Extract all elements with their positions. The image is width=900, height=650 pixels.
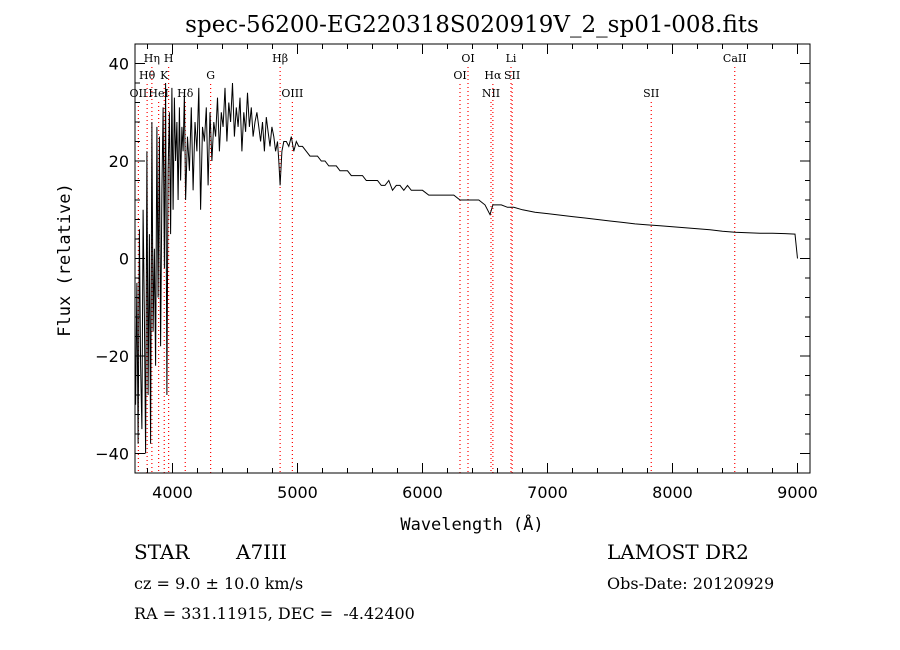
line-label: HeI: [148, 87, 168, 100]
redshift-value: cz = 9.0 ± 10.0 km/s: [134, 574, 304, 593]
axis-ticks: [135, 44, 810, 473]
line-label: K: [160, 69, 169, 82]
x-tick-label: 6000: [402, 483, 443, 502]
line-label: OI: [453, 69, 466, 82]
chart-title: spec-56200-EG220318S020919V_2_sp01-008.f…: [185, 12, 759, 38]
emission-line-labels: OII Hθ Hη HeI KH Hδ G Hβ OIII OI OI NII Hα Li SII SII Ca…: [130, 52, 747, 100]
observation-date: Obs-Date: 20120929: [607, 574, 775, 593]
x-tick-labels: 4000 5000 6000 7000 8000 9000: [152, 483, 818, 502]
x-tick-label: 7000: [527, 483, 568, 502]
object-class: STAR: [134, 540, 190, 564]
y-tick-label: 0: [119, 250, 129, 269]
sky-coordinates: RA = 331.11915, DEC = -4.42400: [134, 604, 415, 623]
y-tick-label: −20: [95, 347, 129, 366]
line-label: OI: [461, 52, 474, 65]
survey-name: LAMOST DR2: [607, 540, 749, 564]
x-tick-label: 5000: [277, 483, 318, 502]
line-label: Hη: [144, 52, 160, 65]
line-label: NII: [482, 87, 500, 100]
y-tick-label: 20: [109, 152, 129, 171]
spectral-subclass: A7III: [236, 540, 287, 564]
line-label: Hα: [484, 69, 502, 82]
x-tick-label: 8000: [652, 483, 693, 502]
line-label: Li: [506, 52, 517, 65]
line-label: Hθ: [139, 69, 156, 82]
x-axis-label: Wavelength (Å): [400, 513, 543, 535]
x-tick-label: 4000: [152, 483, 193, 502]
emission-line-markers: [137, 67, 736, 473]
line-label: SII: [643, 87, 659, 100]
line-label: OIII: [281, 87, 303, 100]
line-label: OII: [130, 87, 148, 100]
line-label: G: [206, 69, 215, 82]
line-label: H: [164, 52, 174, 65]
line-label: CaII: [723, 52, 747, 65]
y-tick-label: 40: [109, 55, 129, 74]
y-axis-label: Flux (relative): [55, 183, 75, 337]
y-tick-label: −40: [95, 445, 129, 464]
line-label: Hβ: [272, 52, 288, 65]
y-tick-labels: −40 −20 0 20 40: [95, 55, 129, 464]
line-label: SII: [504, 69, 520, 82]
x-tick-label: 9000: [777, 483, 818, 502]
spectrum-line: [135, 82, 798, 454]
line-label: Hδ: [177, 87, 194, 100]
